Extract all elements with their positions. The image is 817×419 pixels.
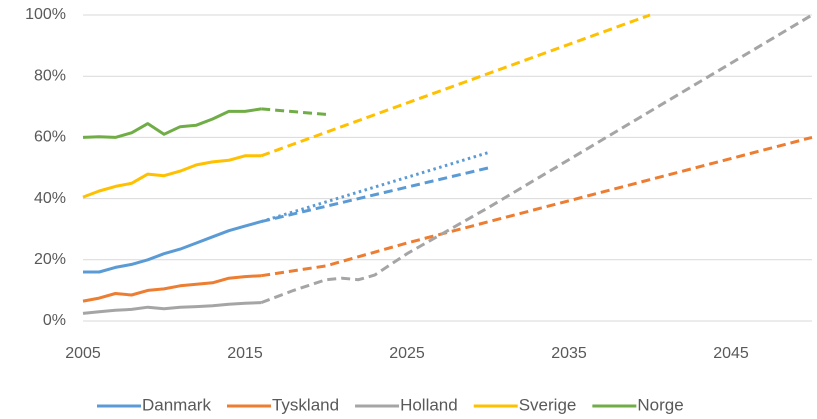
y-tick-label: 0%: [43, 312, 66, 329]
legend-label: Holland: [400, 395, 458, 414]
y-tick-label: 100%: [25, 6, 66, 23]
x-tick-label: 2005: [65, 345, 101, 362]
legend-label: Norge: [637, 395, 683, 414]
series-line: [82, 107, 262, 139]
series-line: [83, 220, 262, 274]
series-line: [82, 301, 262, 315]
x-tick-label: 2025: [389, 345, 425, 362]
series-line: [82, 154, 262, 199]
y-tick-label: 20%: [34, 251, 66, 268]
y-tick-label: 80%: [34, 67, 66, 84]
legend-label: Danmark: [142, 395, 211, 414]
series-line: [260, 166, 489, 224]
x-tick-label: 2035: [551, 345, 587, 362]
legend-label: Sverige: [519, 395, 577, 414]
series-line: [260, 13, 651, 158]
y-tick-label: 40%: [34, 190, 66, 207]
x-tick-label: 2045: [713, 345, 749, 362]
legend-label: Tyskland: [272, 395, 339, 414]
series-line: [82, 274, 262, 303]
series-line: [260, 13, 813, 305]
series-line: [260, 151, 489, 224]
series-line: [260, 135, 813, 278]
x-tick-label: 2015: [227, 345, 263, 362]
y-tick-label: 60%: [34, 129, 66, 146]
series-line: [261, 107, 327, 116]
